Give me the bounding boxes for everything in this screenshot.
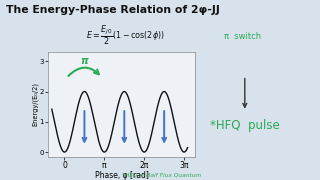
Y-axis label: Energy/(E₀/2): Energy/(E₀/2)	[31, 82, 38, 126]
Text: *HFQ = Half Flux Quantum: *HFQ = Half Flux Quantum	[122, 172, 201, 177]
Text: π  switch: π switch	[224, 32, 261, 41]
Text: $E = \dfrac{E_{j0}}{2}(1 - \cos(2\phi))$: $E = \dfrac{E_{j0}}{2}(1 - \cos(2\phi))$	[86, 23, 165, 47]
Text: π: π	[81, 56, 88, 66]
Text: The Energy-Phase Relation of 2φ-JJ: The Energy-Phase Relation of 2φ-JJ	[6, 5, 220, 15]
Text: *HFQ  pulse: *HFQ pulse	[210, 119, 279, 132]
X-axis label: Phase, φ [rad]: Phase, φ [rad]	[95, 171, 148, 180]
